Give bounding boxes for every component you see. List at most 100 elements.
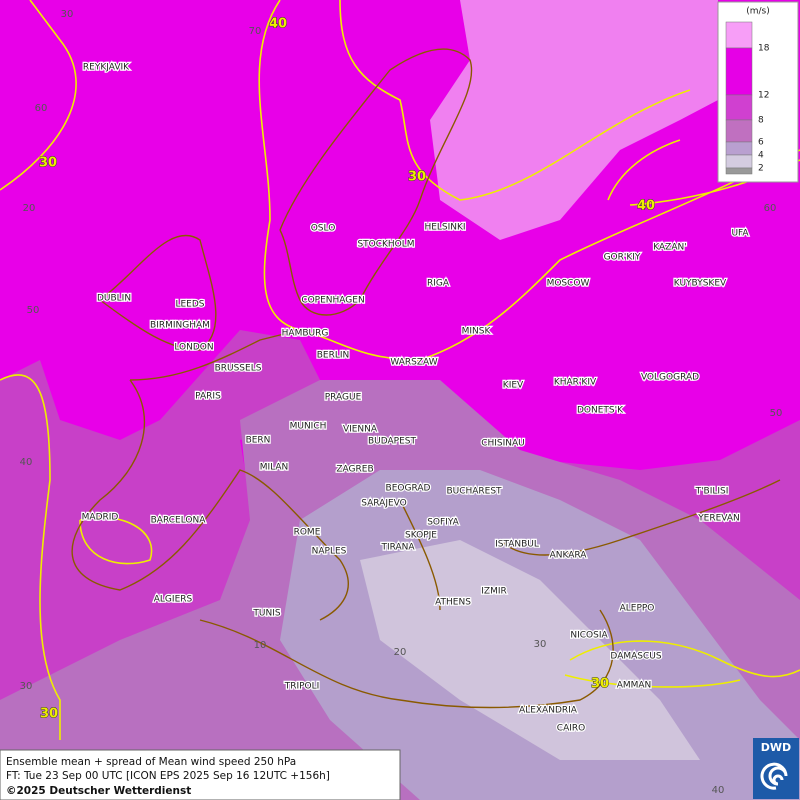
grid-label: 20	[23, 203, 36, 214]
city-label: SOFIYA	[427, 518, 459, 528]
legend-label: 6	[758, 138, 764, 148]
city-label: SKOPJE	[405, 531, 437, 541]
city-label: KHAR'KIV	[554, 378, 597, 388]
footer-box	[0, 749, 401, 800]
city-label: HAMBURG	[282, 329, 329, 339]
city-label: LEEDS	[175, 300, 204, 310]
city-label: KAZAN'	[653, 243, 686, 253]
city-label: REYKJAVIK	[83, 63, 130, 73]
city-label: OSLO	[311, 224, 336, 234]
city-label: NICOSIA	[570, 631, 608, 641]
city-label: ATHENS	[435, 598, 471, 608]
city-label: UFA	[731, 229, 749, 239]
legend-swatch	[725, 141, 753, 156]
city-label: BARCELONA	[151, 516, 207, 526]
city-label: ALEPPO	[620, 604, 655, 614]
city-label: AMMAN	[617, 681, 652, 691]
city-label: PRAGUE	[325, 393, 362, 403]
footer-text: ©2025 Deutscher Wetterdienst	[6, 785, 191, 797]
city-label: TUNIS	[252, 609, 280, 619]
city-label: MADRID	[82, 513, 119, 523]
city-label: CHISINAU	[481, 439, 525, 449]
contour-label: 30	[40, 707, 58, 722]
city-label: NAPLES	[312, 547, 347, 557]
coastline	[71, 48, 781, 709]
legend-swatch	[725, 21, 753, 49]
city-label: ANKARA	[550, 551, 588, 561]
grid-label: 60	[764, 203, 777, 214]
city-label: MINSK	[462, 327, 492, 337]
grid-label: 40	[20, 457, 33, 468]
grid-label: 20	[394, 647, 407, 658]
city-label: ALGIERS	[154, 595, 193, 605]
grid-label: 60	[35, 103, 48, 114]
city-label: KIEV	[503, 381, 524, 391]
city-label: YEREVAN	[697, 514, 740, 524]
contour-label: 40	[637, 199, 655, 214]
weak-wind-area	[360, 540, 700, 760]
legend-label: 18	[758, 44, 770, 54]
city-label: ALEXANDRIA	[519, 706, 578, 716]
city-label: ZAGREB	[336, 465, 373, 475]
grid-label: 30	[61, 9, 74, 20]
contour-label: 30	[591, 677, 609, 692]
grid-label: 70	[249, 26, 262, 37]
city-label: TIRANA	[380, 543, 415, 553]
city-label: IZMIR	[481, 587, 507, 597]
city-label: STOCKHOLM	[357, 240, 414, 250]
city-label: MUNICH	[290, 422, 327, 432]
grid-label: 50	[770, 408, 783, 419]
contours	[0, 0, 800, 740]
city-label: VIENNA	[343, 425, 378, 435]
grid-label: 40	[712, 785, 725, 796]
city-label: CAIRO	[557, 724, 585, 734]
legend-label: 2	[758, 164, 764, 174]
legend-swatch	[725, 119, 753, 143]
grid-label: 50	[27, 305, 40, 316]
grid-label: 30	[20, 681, 33, 692]
legend-label: 4	[758, 151, 764, 161]
city-label: WARSZAW	[390, 358, 437, 368]
legend-unit: (m/s)	[746, 7, 770, 17]
city-label: SARAJEVO	[361, 499, 407, 509]
city-label: COPENHAGEN	[301, 296, 364, 306]
contour-label: 40	[269, 17, 287, 32]
strong-wind-area	[330, 0, 718, 240]
city-label: GOR'KIY	[604, 253, 641, 263]
city-label: BERLIN	[317, 351, 350, 361]
city-label: MILAN	[260, 463, 289, 473]
contour-label: 30	[39, 156, 57, 171]
city-label: LONDON	[174, 343, 213, 353]
contour-label: 30	[408, 170, 426, 185]
footer-text: Ensemble mean + spread of Mean wind spee…	[6, 756, 296, 768]
city-label: TRIPOLI	[284, 682, 320, 692]
legend-swatch	[725, 94, 753, 121]
city-label: BIRMINGHAM	[150, 321, 210, 331]
city-label: BRUSSELS	[215, 364, 262, 374]
legend-label: 8	[758, 116, 764, 126]
legend-swatch	[725, 154, 753, 169]
city-label: BERN	[246, 436, 271, 446]
logo-text: DWD	[761, 741, 791, 754]
city-label: MOSCOW	[547, 279, 590, 289]
city-label: PARIS	[195, 392, 221, 402]
city-label: BUCHAREST	[446, 487, 502, 497]
city-label: DUBLIN	[97, 294, 131, 304]
legend-scale: (m/s) 18 12 8 6 4 2	[725, 7, 770, 175]
city-label: DONETS'K	[577, 406, 624, 416]
city-label: ISTANBUL	[495, 540, 539, 550]
grid-label: 30	[534, 639, 547, 650]
legend-swatch	[725, 47, 753, 96]
footer-text: FT: Tue 23 Sep 00 UTC [ICON EPS 2025 Sep…	[6, 770, 330, 782]
city-label: KUYBYSKEV	[674, 279, 727, 289]
city-label: T'BILISI	[695, 487, 729, 497]
city-label: DAMASCUS	[610, 652, 661, 662]
city-label: ROME	[294, 528, 321, 538]
legend-swatch	[725, 167, 753, 175]
legend-label: 12	[758, 91, 769, 101]
city-label: RIGA	[427, 279, 450, 289]
logo-icon	[760, 762, 788, 790]
city-label: HELSINKI	[424, 223, 465, 233]
city-label: BUDAPEST	[368, 437, 417, 447]
